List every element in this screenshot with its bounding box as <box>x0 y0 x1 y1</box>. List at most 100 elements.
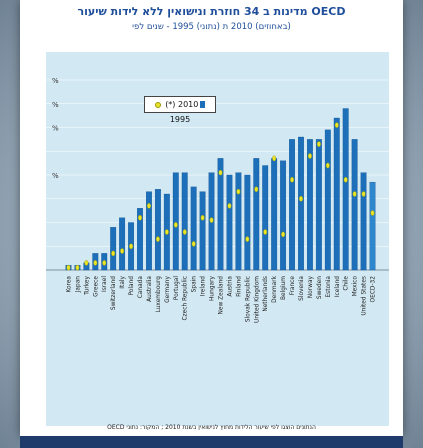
marker-1995 <box>218 169 223 176</box>
marker-1995 <box>254 186 259 193</box>
marker-1995 <box>298 195 303 202</box>
category-label: Germany <box>163 275 171 302</box>
bar-2010 <box>253 158 260 271</box>
marker-1995 <box>325 162 330 169</box>
legend-1995-marker <box>154 101 161 108</box>
bar-2010 <box>289 139 295 271</box>
category-label: Portugal <box>172 276 180 301</box>
marker-1995 <box>334 122 339 128</box>
marker-1995 <box>343 176 348 183</box>
bar-2010 <box>110 227 117 271</box>
marker-1995 <box>352 191 357 197</box>
bar-2010 <box>137 208 143 271</box>
marker-1995 <box>227 203 232 209</box>
category-label: Hungary <box>208 275 216 301</box>
bar-2010 <box>333 117 340 271</box>
category-label: Mexico <box>351 276 359 297</box>
category-label: Iceland <box>333 276 341 297</box>
marker-1995 <box>191 241 196 247</box>
bar-2010 <box>172 172 179 271</box>
category-label: Canada <box>136 276 144 299</box>
marker-1995 <box>155 236 160 242</box>
marker-1995 <box>102 260 107 266</box>
bar-2010 <box>351 139 358 271</box>
category-label: Italy <box>118 275 126 288</box>
category-label: Belgium <box>279 276 287 300</box>
marker-1995 <box>111 250 116 257</box>
bar-2010 <box>324 129 331 271</box>
category-label: Norway <box>306 275 314 298</box>
bar-2010 <box>271 158 278 271</box>
bottom-strip <box>20 436 403 448</box>
marker-1995 <box>182 229 187 235</box>
category-label: Finland <box>234 276 242 297</box>
category-label: Austria <box>225 276 233 297</box>
marker-1995 <box>84 260 89 266</box>
marker-1995 <box>307 153 312 159</box>
marker-1995 <box>236 188 241 195</box>
category-label: Sweden <box>315 276 323 299</box>
category-label: Denmark <box>270 275 278 302</box>
bar-2010 <box>181 172 188 271</box>
marker-1995 <box>200 214 205 221</box>
marker-1995 <box>245 236 250 242</box>
category-label: Slovenia <box>297 276 305 301</box>
marker-1995 <box>75 264 80 271</box>
legend-2010-label: 2010 (*) <box>165 100 199 109</box>
marker-1995 <box>316 141 321 147</box>
bar-2010 <box>315 139 322 271</box>
category-label: United Kingdom <box>252 276 260 323</box>
marker-1995 <box>272 155 277 162</box>
category-label: Australia <box>145 276 153 302</box>
category-label: OECD-32 <box>369 276 377 303</box>
bar-2010 <box>307 139 313 271</box>
category-label: France <box>288 276 296 296</box>
chart-title: OECD מדינות ב 34 חוזרת ונישואין ללא לידו… <box>77 5 346 18</box>
category-label: Poland <box>127 276 135 296</box>
marker-1995 <box>129 243 134 250</box>
category-label: Chile <box>342 276 350 291</box>
marker-1995 <box>361 191 366 197</box>
bar-2010 <box>199 191 206 271</box>
category-label: Ireland <box>199 276 207 296</box>
bar-2010 <box>369 181 376 271</box>
bar-2010 <box>146 191 152 271</box>
marker-1995 <box>290 176 295 183</box>
chart-card: OECD מדינות ב 34 חוזרת ונישואין ללא לידו… <box>20 0 403 436</box>
bar-2010 <box>360 172 367 271</box>
legend-1995-label: 1995 <box>169 115 191 124</box>
y-tick-label: % <box>52 77 59 85</box>
marker-1995 <box>66 264 71 271</box>
bar-2010 <box>217 158 224 271</box>
marker-1995 <box>263 229 268 235</box>
marker-1995 <box>164 229 169 235</box>
bar-2010 <box>298 136 304 271</box>
category-label: Switzerland <box>109 276 117 310</box>
bar-2010 <box>262 165 269 271</box>
marker-1995 <box>138 214 143 221</box>
marker-1995 <box>120 248 125 254</box>
category-label: Czech Republic <box>181 276 189 321</box>
category-label: Slovak Republic <box>243 276 251 322</box>
category-label: Estonia <box>324 276 332 298</box>
category-label: Netherlands <box>261 276 269 312</box>
category-label: Luxembourg <box>154 276 162 313</box>
bar-2010 <box>154 189 161 271</box>
y-tick-label: % <box>52 172 59 180</box>
category-label: Turkey <box>82 275 90 295</box>
legend-2010-swatch <box>200 101 206 108</box>
marker-1995 <box>370 210 375 216</box>
category-label: United States <box>360 276 368 316</box>
category-label: Japan <box>73 276 81 294</box>
plot-area <box>46 52 389 426</box>
bar-2010 <box>244 174 251 271</box>
bar-2010 <box>119 217 126 271</box>
category-label: Spain <box>190 276 198 293</box>
bar-chart: %%%% Korea Japan Turkey Greece Israel Switzerl… <box>46 77 389 323</box>
category-label: Korea <box>64 276 72 293</box>
category-label: New Zealand <box>217 276 225 315</box>
bar-2010 <box>342 108 349 271</box>
chart-subtitle: (באחוזים) 2010 ת (נתוני) 1995 - שנים לפי <box>132 22 291 32</box>
y-tick-label: % <box>52 101 59 109</box>
category-label: Israel <box>100 276 108 292</box>
